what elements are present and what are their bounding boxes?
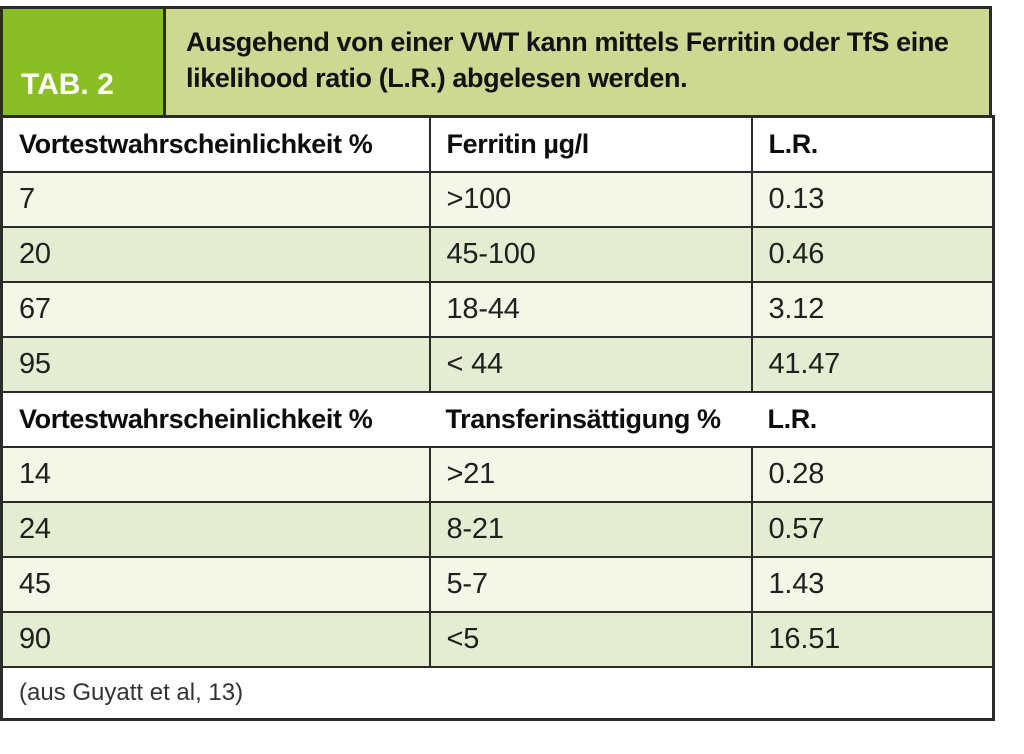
column-header: L.R. bbox=[750, 115, 995, 173]
column-header: Ferritin µg/l bbox=[428, 115, 753, 173]
table-cell: 90 bbox=[0, 610, 431, 668]
table-row: 20 45-100 0.46 bbox=[0, 225, 995, 283]
table-row: 45 5-7 1.43 bbox=[0, 555, 995, 613]
table-caption: Ausgehend von einer VWT kann mittels Fer… bbox=[163, 9, 989, 115]
table-row: 14 >21 0.28 bbox=[0, 445, 995, 503]
column-header: L.R. bbox=[751, 390, 994, 448]
table-cell: 45-100 bbox=[428, 225, 753, 283]
table-number-label: TAB. 2 bbox=[21, 68, 114, 101]
table-cell: 5-7 bbox=[428, 555, 753, 613]
table-cell: 7 bbox=[0, 170, 431, 228]
table-cell: 0.46 bbox=[750, 225, 995, 283]
table-cell: 16.51 bbox=[750, 610, 995, 668]
table-row: 24 8-21 0.57 bbox=[0, 500, 995, 558]
column-header: Transferinsättigung % bbox=[429, 390, 752, 448]
table-cell: 45 bbox=[0, 555, 431, 613]
column-header: Vortestwahrscheinlichkeit % bbox=[0, 115, 431, 173]
table-cell: < 44 bbox=[428, 335, 753, 393]
likelihood-ratio-table: Vortestwahrscheinlichkeit % Ferritin µg/l… bbox=[0, 115, 995, 721]
table-row: 95 < 44 41.47 bbox=[0, 335, 995, 393]
lr-table-footer: (aus Guyatt et al, 13) bbox=[0, 665, 995, 721]
table-cell: >21 bbox=[428, 445, 753, 503]
table-cell: 0.13 bbox=[750, 170, 995, 228]
table-number-badge: TAB. 2 bbox=[3, 9, 163, 115]
table-banner: TAB. 2 Ausgehend von einer VWT kann mitt… bbox=[0, 6, 992, 115]
table-row: 7 >100 0.13 bbox=[0, 170, 995, 228]
table-row: 67 18-44 3.12 bbox=[0, 280, 995, 338]
table-cell: 3.12 bbox=[750, 280, 995, 338]
table-cell: <5 bbox=[428, 610, 753, 668]
section-header-row: Vortestwahrscheinlichkeit % Transferinsät… bbox=[1, 390, 994, 448]
table-cell: 0.57 bbox=[750, 500, 995, 558]
column-header: Vortestwahrscheinlichkeit % bbox=[1, 390, 430, 448]
table-cell: 18-44 bbox=[428, 280, 753, 338]
table-cell: 1.43 bbox=[750, 555, 995, 613]
table-cell: >100 bbox=[428, 170, 753, 228]
table-cell: 14 bbox=[0, 445, 431, 503]
lr-table-body: Vortestwahrscheinlichkeit % Ferritin µg/l… bbox=[0, 115, 995, 668]
table-cell: 95 bbox=[0, 335, 431, 393]
table-cell: 67 bbox=[0, 280, 431, 338]
table-cell: 20 bbox=[0, 225, 431, 283]
table-figure: TAB. 2 Ausgehend von einer VWT kann mitt… bbox=[0, 6, 995, 721]
table-cell: 8-21 bbox=[428, 500, 753, 558]
table-cell: 24 bbox=[0, 500, 431, 558]
table-row: 90 <5 16.51 bbox=[0, 610, 995, 668]
section-header-row: Vortestwahrscheinlichkeit % Ferritin µg/l… bbox=[0, 115, 995, 173]
table-cell: 0.28 bbox=[750, 445, 995, 503]
table-cell: 41.47 bbox=[750, 335, 995, 393]
source-row: (aus Guyatt et al, 13) bbox=[0, 665, 995, 721]
source-citation: (aus Guyatt et al, 13) bbox=[0, 665, 995, 721]
